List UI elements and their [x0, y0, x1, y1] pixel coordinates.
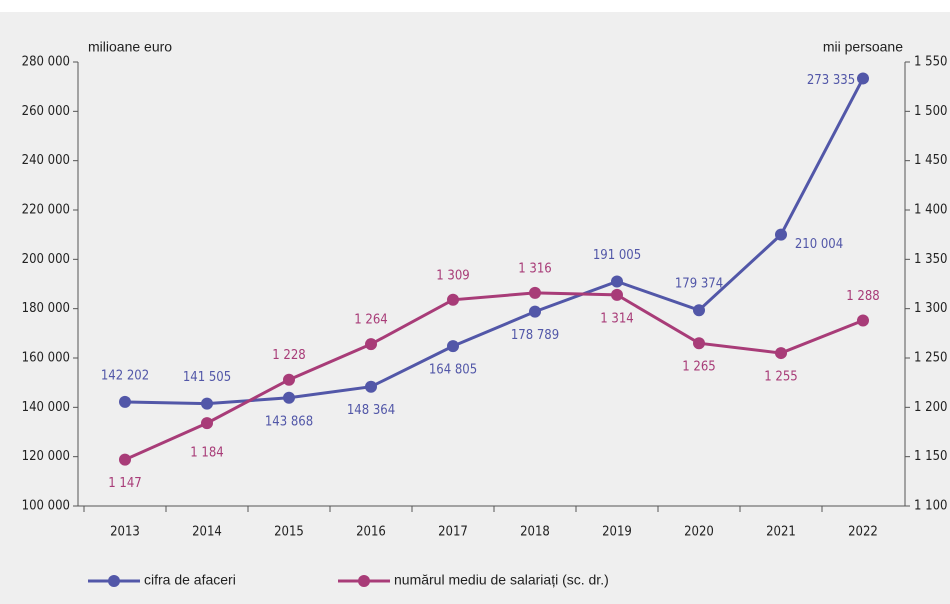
y2-tick-label: 1 450	[914, 153, 947, 168]
y2-tick-label: 1 300	[914, 301, 947, 316]
point	[447, 293, 459, 306]
point	[529, 305, 541, 318]
x-tick-label: 2014	[192, 525, 222, 540]
y-tick-label: 140 000	[22, 400, 70, 415]
y2-tick-label: 1 400	[914, 203, 947, 218]
point	[693, 337, 705, 350]
legend-label: numărul mediu de salariați (sc. dr.)	[394, 572, 609, 588]
x-tick-label: 2021	[766, 525, 796, 540]
point	[693, 304, 705, 317]
y2-tick-label: 1 550	[914, 55, 947, 70]
point	[283, 391, 295, 404]
series-line	[124, 291, 864, 461]
x-tick-label: 2017	[438, 525, 468, 540]
y2-tick-label: 1 100	[914, 499, 947, 514]
point	[365, 338, 377, 351]
y2-tick-label: 1 150	[914, 449, 947, 464]
y2-tick-label: 1 250	[914, 351, 947, 366]
point	[283, 373, 295, 386]
y-tick-label: 200 000	[22, 252, 70, 267]
data-label: 191 005	[593, 248, 641, 263]
data-label: 143 868	[265, 414, 313, 429]
point	[611, 288, 623, 301]
data-label: 1 288	[846, 289, 879, 304]
data-label: 1 255	[764, 370, 797, 385]
data-label: 141 505	[183, 370, 231, 385]
y-tick-label: 180 000	[22, 301, 70, 316]
y2-tick-label: 1 500	[914, 104, 947, 119]
point	[201, 417, 213, 430]
y-tick-label: 220 000	[22, 203, 70, 218]
point	[529, 286, 541, 299]
point	[857, 314, 869, 327]
y2-tick-label: 1 350	[914, 252, 947, 267]
point	[775, 347, 787, 360]
x-tick-label: 2013	[110, 525, 140, 540]
point	[447, 340, 459, 353]
y-tick-label: 120 000	[22, 449, 70, 464]
y-tick-label: 280 000	[22, 55, 70, 70]
point	[857, 72, 869, 85]
y2-tick-label: 1 200	[914, 400, 947, 415]
point	[775, 228, 787, 241]
point	[201, 397, 213, 410]
data-label: 148 364	[347, 403, 395, 418]
data-label: 1 314	[600, 311, 633, 326]
data-label: 210 004	[795, 237, 843, 252]
data-label: 142 202	[101, 368, 149, 383]
x-tick-label: 2016	[356, 525, 386, 540]
y-tick-label: 160 000	[22, 351, 70, 366]
legend-label: cifra de afaceri	[144, 572, 236, 588]
y-axis-title: milioane euro	[88, 39, 172, 55]
data-label: 1 264	[354, 313, 387, 328]
data-label: 164 805	[429, 363, 477, 378]
x-tick-label: 2022	[848, 525, 878, 540]
x-tick-label: 2015	[274, 525, 304, 540]
x-tick-label: 2019	[602, 525, 632, 540]
y2-axis-title: mii persoane	[823, 39, 903, 55]
y-tick-label: 100 000	[22, 499, 70, 514]
point	[119, 453, 131, 466]
data-label: 1 309	[436, 268, 469, 283]
point	[611, 275, 623, 288]
legend-marker	[108, 575, 120, 587]
data-label: 273 335	[807, 73, 855, 88]
point	[119, 395, 131, 408]
y-tick-label: 260 000	[22, 104, 70, 119]
data-label: 1 147	[108, 476, 141, 491]
data-label: 1 184	[190, 446, 223, 461]
data-label: 178 789	[511, 328, 559, 343]
data-label: 1 228	[272, 348, 305, 363]
point	[365, 380, 377, 393]
background	[0, 12, 950, 604]
legend-marker	[358, 575, 370, 587]
x-tick-label: 2020	[684, 525, 714, 540]
data-label: 1 265	[682, 360, 715, 375]
x-tick-label: 2018	[520, 525, 550, 540]
data-label: 179 374	[675, 277, 723, 292]
data-label: 1 316	[518, 261, 551, 276]
y-tick-label: 240 000	[22, 153, 70, 168]
